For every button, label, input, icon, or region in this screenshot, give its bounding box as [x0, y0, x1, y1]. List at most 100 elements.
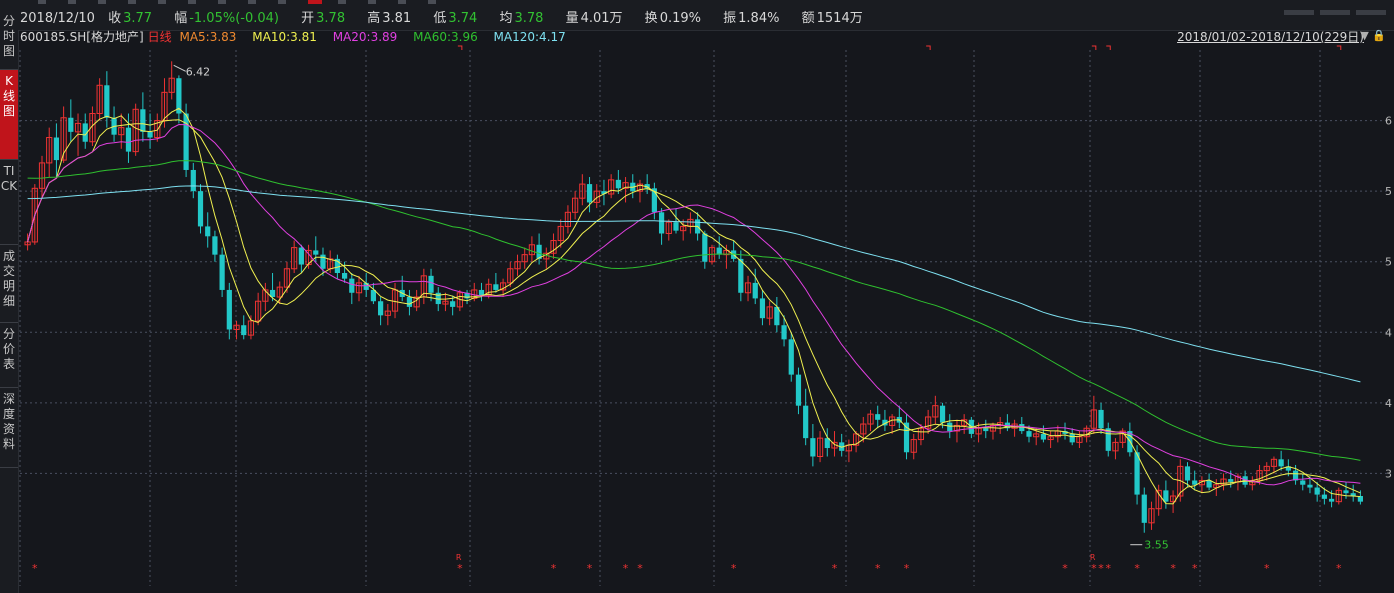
candle-body	[615, 179, 621, 189]
candle-body	[947, 422, 953, 432]
window-button[interactable]	[1320, 10, 1350, 15]
ma60-label: MA60:3.96	[413, 30, 478, 44]
period-tab[interactable]	[158, 0, 166, 4]
candle-body	[1019, 424, 1025, 432]
star-marker: *	[875, 562, 881, 575]
candle-body	[247, 320, 255, 336]
candle-body	[810, 438, 816, 457]
y-tick-label: 4	[1385, 397, 1392, 410]
candle-body	[852, 433, 860, 446]
period-tab[interactable]	[428, 0, 436, 4]
candle-body	[53, 137, 60, 161]
candle-body	[932, 405, 939, 418]
candle-body	[882, 419, 888, 426]
sidebar-item-0[interactable]: 分时图	[2, 14, 15, 58]
period-tab[interactable]	[338, 0, 346, 4]
candle-body	[521, 254, 528, 263]
quote-open-label: 开	[301, 11, 315, 26]
period-tab[interactable]	[38, 0, 46, 4]
candle-body	[283, 268, 291, 288]
candle-body	[1328, 498, 1335, 502]
candle-body	[1292, 470, 1299, 481]
view-sidebar: 分时图 K线图 TICK 成交明细分价表深度资料	[0, 0, 19, 593]
sidebar-item-2[interactable]: TICK	[0, 164, 18, 193]
candle-body	[1321, 494, 1327, 499]
period-tab[interactable]	[218, 0, 226, 4]
candle-body	[536, 244, 542, 259]
ma10-line	[27, 119, 1361, 494]
date-range[interactable]: 2018/01/02-2018/12/10(229日)	[1177, 30, 1364, 44]
candle-body	[716, 247, 722, 255]
candle-body	[197, 191, 204, 227]
sidebar-separator	[0, 69, 18, 70]
candle-body	[875, 414, 881, 420]
sidebar-separator	[0, 322, 18, 323]
period-tab[interactable]	[68, 0, 76, 4]
window-buttons[interactable]	[1278, 0, 1386, 15]
period-tab[interactable]	[128, 0, 136, 4]
candle-body	[205, 226, 211, 237]
candle-body	[1350, 493, 1356, 497]
star-marker: *	[457, 562, 463, 575]
candle-body	[1300, 480, 1306, 485]
lock-icon[interactable]: 🔒	[1372, 29, 1386, 42]
quote-amplitude-value: 1.84%	[738, 11, 780, 26]
period-tab[interactable]	[248, 0, 256, 4]
quote-amount: 额 1514万	[802, 11, 872, 26]
star-marker: *	[587, 562, 593, 575]
sidebar-item-5[interactable]: 深度资料	[2, 392, 15, 451]
candle-body	[702, 233, 708, 262]
candle-body	[816, 437, 824, 457]
quote-change: 幅 -1.05%(-0.04)	[174, 11, 288, 26]
candle-body	[903, 422, 910, 453]
candle-body	[428, 275, 434, 293]
period-tab[interactable]	[368, 0, 376, 4]
sidebar-separator	[0, 244, 18, 245]
r-marker: R	[456, 553, 462, 562]
sidebar-separator	[0, 387, 18, 388]
period-tab[interactable]	[188, 0, 196, 4]
candle-body	[1155, 489, 1162, 510]
candle-body	[104, 85, 110, 118]
event-marker	[1091, 45, 1097, 50]
quote-high: 高 3.81	[367, 11, 420, 26]
candle-body	[46, 137, 53, 164]
candle-body	[1256, 470, 1263, 481]
candle-body	[341, 273, 348, 279]
candle-body	[96, 84, 103, 115]
quote-volume: 量 4.01万	[566, 11, 632, 26]
candle-body	[1090, 409, 1097, 429]
window-button[interactable]	[1356, 10, 1386, 15]
candle-body	[680, 225, 687, 232]
candle-body	[38, 162, 46, 189]
dropdown-icon[interactable]: ▼	[1360, 29, 1369, 42]
candle-body	[1033, 433, 1040, 438]
star-marker: *	[623, 562, 629, 575]
period-tab[interactable]	[278, 0, 286, 4]
candle-body	[665, 221, 672, 234]
star-marker: *	[1091, 562, 1097, 575]
candle-body	[723, 249, 730, 256]
period-tabs[interactable]	[38, 0, 458, 5]
period-tab[interactable]	[398, 0, 406, 4]
candle-body	[60, 117, 67, 161]
y-tick-label: 4	[1385, 326, 1392, 339]
period-tab[interactable]	[98, 0, 106, 4]
range-controls[interactable]: ▼ 🔒	[1360, 29, 1386, 42]
sidebar-separator	[0, 159, 18, 160]
sidebar-item-3[interactable]: 成交明细	[2, 249, 15, 308]
window-button[interactable]	[1284, 10, 1314, 15]
candle-body	[378, 301, 384, 316]
quote-close-label: 收	[108, 11, 122, 26]
event-marker	[457, 45, 463, 50]
quote-low-label: 低	[433, 11, 447, 26]
candle-body	[579, 183, 586, 199]
period-tab[interactable]	[308, 0, 322, 4]
sidebar-item-4[interactable]: 分价表	[2, 327, 15, 371]
sidebar-item-1[interactable]: K线图	[0, 70, 18, 160]
quote-low: 低 3.74	[433, 11, 486, 26]
candle-body	[781, 325, 787, 340]
candle-body	[334, 258, 340, 274]
